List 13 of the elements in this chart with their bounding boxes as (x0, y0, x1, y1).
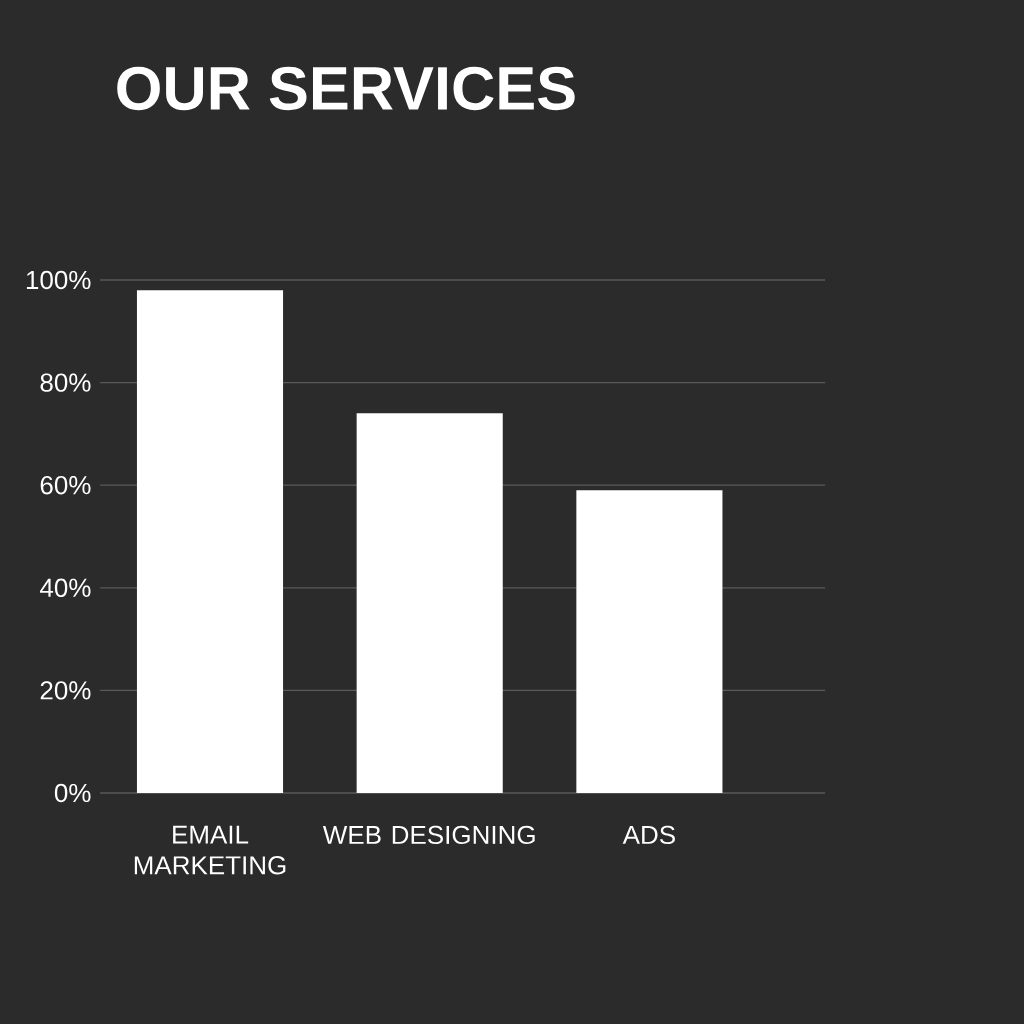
y-tick-label: 20% (40, 681, 91, 700)
chart-title: OUR SERVICES (117, 66, 575, 111)
y-tick-label: 40% (40, 578, 91, 597)
y-tick-label: 0% (54, 783, 91, 803)
x-tick-label: WEB DESIGNING (322, 825, 535, 845)
bar (356, 413, 503, 793)
bar (576, 490, 723, 793)
x-tick-label: EMAIL MARKETING (134, 825, 286, 875)
y-tick-label: 100% (26, 270, 91, 290)
bar (136, 290, 284, 793)
y-tick-label: 80% (40, 373, 91, 392)
y-tick-label: 60% (40, 475, 91, 495)
x-tick-label: ADS (622, 825, 675, 845)
